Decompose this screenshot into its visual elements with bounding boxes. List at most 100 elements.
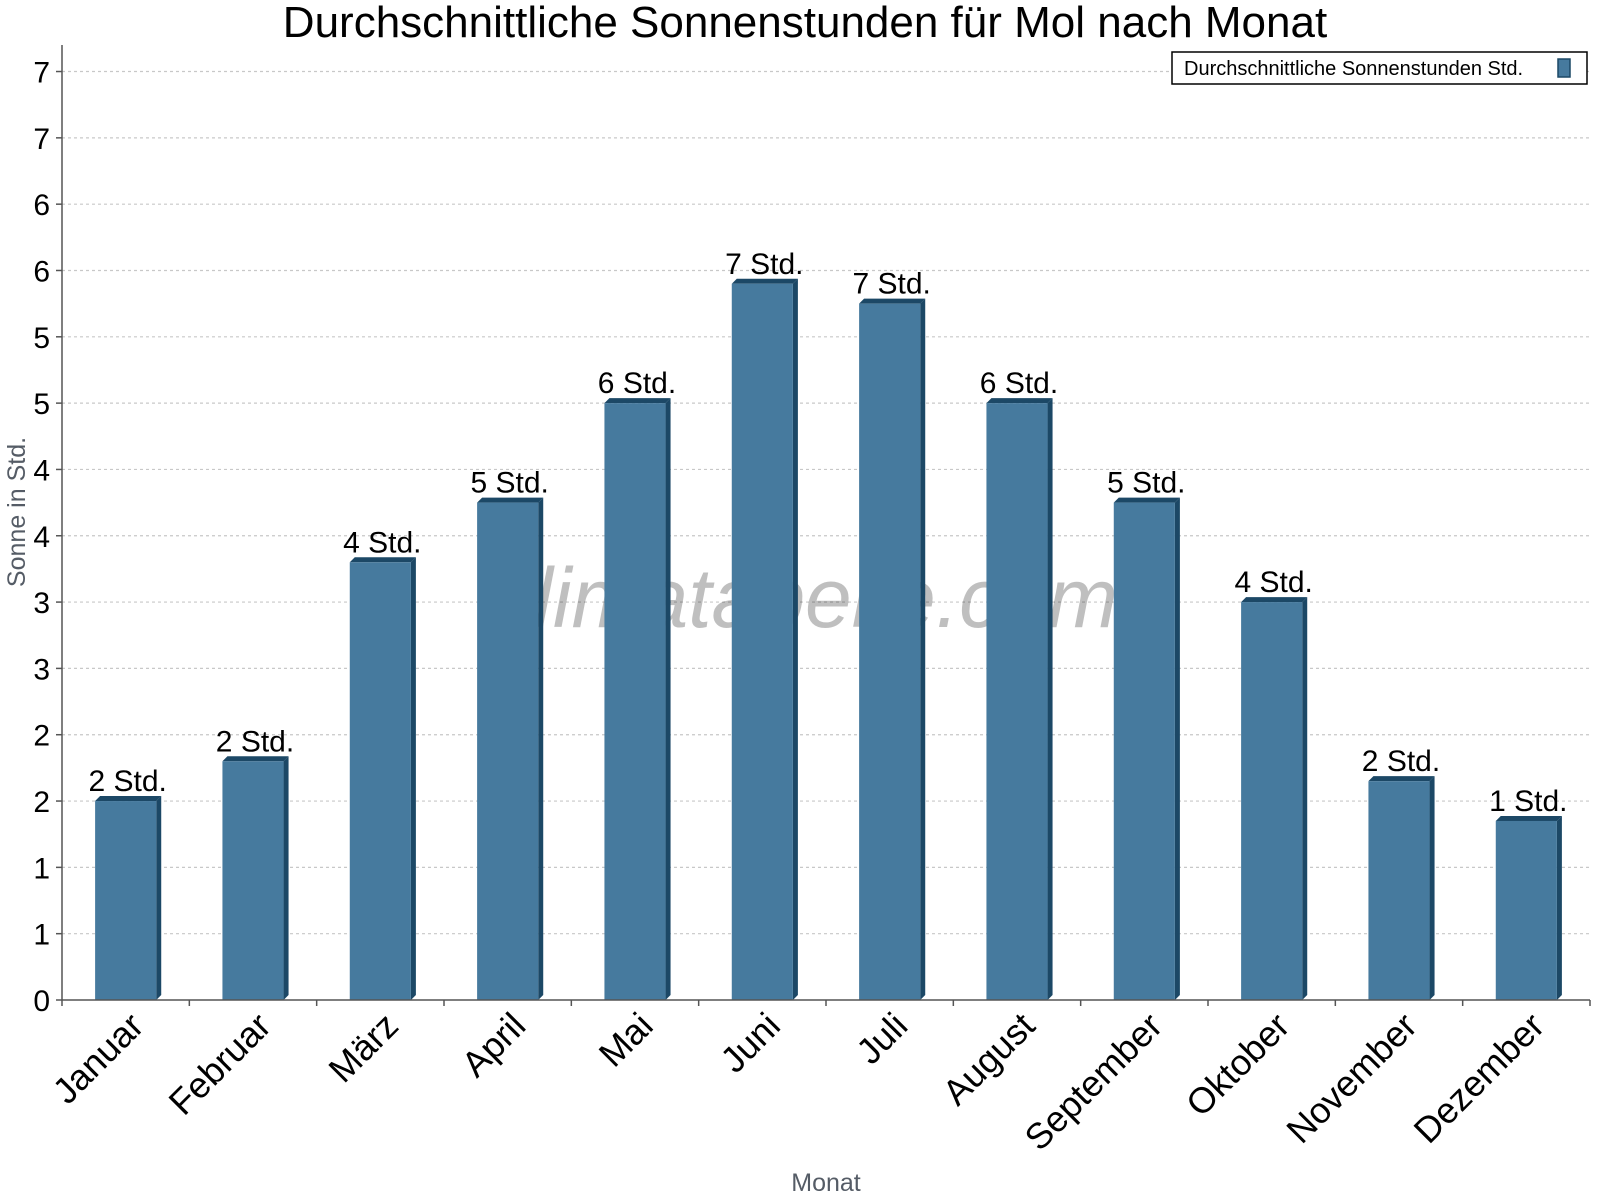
bar-face bbox=[95, 801, 157, 1000]
bar-september: 5 Std. bbox=[1107, 467, 1186, 1000]
y-tick-label: 7 bbox=[33, 123, 50, 156]
legend-box bbox=[1171, 51, 1588, 85]
x-tick-label: Mai bbox=[591, 1005, 661, 1075]
x-tick-label: März bbox=[320, 1005, 406, 1091]
bar-side bbox=[920, 298, 926, 1000]
bar-november: 2 Std. bbox=[1362, 745, 1440, 1000]
x-tick-label: Januar bbox=[44, 1005, 151, 1112]
x-axis-ticks: Januar Februar März April Mai Juni Juli AugustS… bbox=[44, 1000, 1591, 1159]
bar-face bbox=[731, 283, 793, 1000]
bar-face bbox=[859, 303, 921, 1000]
bar-face bbox=[1368, 781, 1430, 1000]
bar-face bbox=[604, 403, 666, 1000]
bar-oktober: 4 Std. bbox=[1234, 566, 1313, 1000]
y-axis-title: Sonne in Std. bbox=[3, 437, 31, 587]
axes bbox=[61, 45, 1590, 1001]
bar-side bbox=[1429, 776, 1435, 1000]
y-tick-label: 2 bbox=[33, 720, 50, 753]
bar-märz: 4 Std. bbox=[343, 526, 422, 1000]
bar-top bbox=[349, 557, 416, 563]
x-tick-label: Juni bbox=[712, 1005, 788, 1081]
bar-side bbox=[538, 497, 544, 1000]
legend-label: Durchschnittliche Sonnenstunden Std. bbox=[1184, 58, 1523, 80]
bar-top bbox=[986, 398, 1053, 404]
y-tick-label: 3 bbox=[33, 587, 50, 620]
bar-dezember: 1 Std. bbox=[1489, 785, 1568, 1000]
bar-value-label: 1 Std. bbox=[1489, 785, 1567, 818]
x-tick-label: September bbox=[1016, 1005, 1170, 1159]
y-tick-label: 4 bbox=[33, 454, 50, 487]
bar-top bbox=[1241, 597, 1308, 603]
bar-face bbox=[477, 502, 539, 1000]
bar-juli: 7 Std. bbox=[852, 268, 931, 1000]
bar-top bbox=[1113, 497, 1180, 503]
x-tick-label: Juli bbox=[848, 1005, 915, 1072]
bar-side bbox=[156, 796, 162, 1000]
y-tick-label: 6 bbox=[33, 255, 50, 288]
bar-top bbox=[731, 278, 798, 284]
bar-side bbox=[1556, 815, 1562, 1000]
bar-top bbox=[222, 756, 289, 762]
bar-side bbox=[665, 398, 671, 1000]
bar-side bbox=[1174, 497, 1180, 1000]
bar-top bbox=[604, 398, 671, 404]
y-tick-label: 4 bbox=[33, 521, 50, 554]
y-tick-label: 1 bbox=[33, 919, 50, 952]
bar-face bbox=[349, 562, 411, 1000]
y-tick-label: 1 bbox=[33, 852, 50, 885]
bar-value-label: 2 Std. bbox=[88, 765, 166, 798]
bar-august: 6 Std. bbox=[980, 367, 1058, 1000]
bar-value-label: 5 Std. bbox=[1107, 467, 1185, 500]
x-tick-label: November bbox=[1278, 1005, 1424, 1151]
bar-face bbox=[1113, 502, 1175, 1000]
bar-top bbox=[477, 497, 544, 503]
legend-swatch bbox=[1557, 58, 1571, 78]
y-axis-ticks: 0 1 1 2 2 3 3 4 4 5 5 6 6 7 7 bbox=[33, 57, 62, 1018]
bar-top bbox=[1495, 815, 1562, 821]
gridlines bbox=[62, 70, 1590, 935]
y-tick-label: 2 bbox=[33, 786, 50, 819]
bar-juni: 7 Std. bbox=[725, 248, 804, 1000]
x-tick-label: Februar bbox=[161, 1005, 279, 1123]
bar-value-label: 4 Std. bbox=[1234, 566, 1312, 599]
x-tick-label: August bbox=[934, 1005, 1042, 1113]
bar-side bbox=[792, 278, 798, 1000]
bar-face bbox=[222, 761, 284, 1000]
bar-value-label: 4 Std. bbox=[343, 526, 421, 559]
bars: 2 Std. 2 Std. 4 Std. 5 Std. 6 Std. 7 Std. 7 St… bbox=[88, 248, 1568, 1000]
bar-face bbox=[1241, 602, 1303, 1000]
y-tick-label: 0 bbox=[33, 985, 50, 1018]
bar-januar: 2 Std. bbox=[88, 765, 167, 1000]
bar-value-label: 6 Std. bbox=[980, 367, 1058, 400]
chart-title: Durchschnittliche Sonnenstunden für Mol … bbox=[283, 0, 1327, 47]
y-tick-label: 5 bbox=[33, 322, 50, 355]
bar-side bbox=[1302, 597, 1308, 1000]
legend: Durchschnittliche Sonnenstunden Std. bbox=[1171, 51, 1588, 85]
bar-top bbox=[1368, 776, 1435, 782]
y-tick-label: 6 bbox=[33, 189, 50, 222]
bar-value-label: 7 Std. bbox=[852, 268, 930, 301]
bar-side bbox=[410, 557, 416, 1000]
bar-april: 5 Std. bbox=[470, 467, 549, 1000]
bar-value-label: 2 Std. bbox=[216, 725, 294, 758]
x-tick-label: Dezember bbox=[1406, 1005, 1552, 1151]
bar-value-label: 2 Std. bbox=[1362, 745, 1440, 778]
y-tick-label: 5 bbox=[33, 388, 50, 421]
bar-side bbox=[283, 756, 289, 1000]
x-tick-label: April bbox=[453, 1005, 533, 1085]
bar-top bbox=[859, 298, 926, 304]
y-tick-label: 3 bbox=[33, 653, 50, 686]
y-tick-label: 7 bbox=[33, 57, 50, 90]
bar-side bbox=[1047, 398, 1053, 1000]
bar-top bbox=[95, 796, 162, 802]
bar-value-label: 6 Std. bbox=[598, 367, 676, 400]
bar-face bbox=[986, 403, 1048, 1000]
bar-februar: 2 Std. bbox=[216, 725, 294, 1000]
x-axis-title: Monat bbox=[791, 1169, 861, 1197]
bar-value-label: 5 Std. bbox=[470, 467, 548, 500]
bar-face bbox=[1495, 820, 1557, 1000]
bar-mai: 6 Std. bbox=[598, 367, 676, 1000]
x-tick-label: Oktober bbox=[1178, 1005, 1298, 1125]
bar-value-label: 7 Std. bbox=[725, 248, 803, 281]
